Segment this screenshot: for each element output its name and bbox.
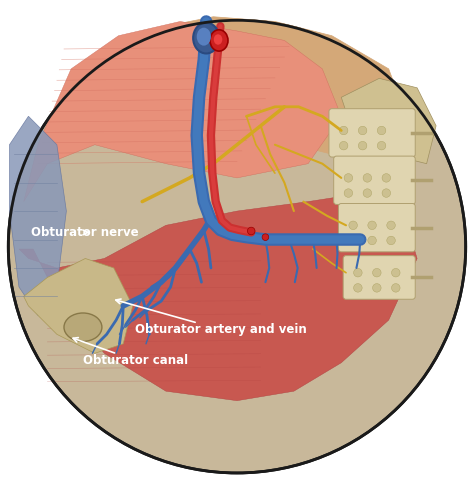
Circle shape (344, 174, 353, 182)
FancyBboxPatch shape (338, 204, 415, 252)
Circle shape (247, 227, 255, 235)
Polygon shape (341, 78, 436, 164)
Ellipse shape (64, 313, 102, 342)
Circle shape (368, 236, 376, 245)
Circle shape (387, 221, 395, 230)
Circle shape (363, 174, 372, 182)
Circle shape (377, 141, 386, 150)
Circle shape (382, 189, 391, 197)
Circle shape (354, 283, 362, 292)
Ellipse shape (197, 28, 211, 46)
Text: Obturator nerve: Obturator nerve (31, 226, 138, 239)
Circle shape (368, 221, 376, 230)
Circle shape (354, 268, 362, 277)
Ellipse shape (9, 20, 465, 473)
Circle shape (358, 126, 367, 135)
Circle shape (377, 126, 386, 135)
Polygon shape (118, 17, 417, 164)
Circle shape (373, 283, 381, 292)
Ellipse shape (193, 23, 219, 53)
Circle shape (349, 236, 357, 245)
Circle shape (339, 126, 348, 135)
Circle shape (262, 234, 269, 241)
Text: Obturator canal: Obturator canal (73, 338, 188, 367)
Circle shape (382, 174, 391, 182)
Circle shape (349, 221, 357, 230)
Ellipse shape (214, 34, 222, 45)
Circle shape (363, 189, 372, 197)
Text: Obturator artery and vein: Obturator artery and vein (116, 299, 307, 336)
Circle shape (387, 236, 395, 245)
Polygon shape (24, 21, 341, 202)
Polygon shape (9, 116, 66, 315)
Polygon shape (24, 258, 133, 353)
FancyBboxPatch shape (343, 255, 415, 299)
Circle shape (358, 141, 367, 150)
FancyBboxPatch shape (329, 109, 415, 157)
FancyBboxPatch shape (334, 156, 415, 205)
Ellipse shape (210, 30, 228, 51)
Polygon shape (19, 192, 417, 401)
Circle shape (392, 283, 400, 292)
Circle shape (344, 189, 353, 197)
Circle shape (339, 141, 348, 150)
Circle shape (392, 268, 400, 277)
Circle shape (373, 268, 381, 277)
